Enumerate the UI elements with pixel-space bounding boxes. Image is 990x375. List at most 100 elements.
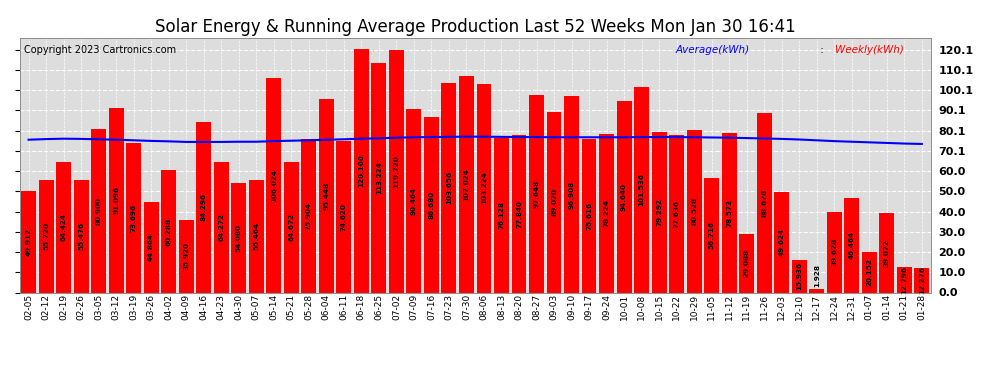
Text: 15.936: 15.936: [796, 262, 802, 290]
Text: 101.536: 101.536: [639, 173, 644, 206]
Bar: [529, 95, 544, 292]
Text: 79.292: 79.292: [656, 198, 662, 226]
Text: Copyright 2023 Cartronics.com: Copyright 2023 Cartronics.com: [25, 45, 176, 55]
Text: 44.864: 44.864: [148, 233, 154, 261]
Text: 80.900: 80.900: [96, 196, 102, 225]
Text: 86.680: 86.680: [429, 190, 435, 219]
Text: 29.088: 29.088: [743, 249, 749, 277]
Bar: [635, 87, 649, 292]
Text: 39.072: 39.072: [884, 239, 890, 267]
Bar: [371, 63, 386, 292]
Bar: [827, 212, 842, 292]
Bar: [337, 141, 351, 292]
Bar: [879, 213, 894, 292]
Bar: [232, 183, 247, 292]
Bar: [389, 50, 404, 292]
Title: Solar Energy & Running Average Production Last 52 Weeks Mon Jan 30 16:41: Solar Energy & Running Average Productio…: [154, 18, 796, 36]
Text: 1.928: 1.928: [814, 264, 820, 286]
Bar: [687, 129, 702, 292]
Bar: [214, 162, 229, 292]
Bar: [809, 289, 825, 292]
Bar: [442, 83, 456, 292]
Bar: [669, 135, 684, 292]
Text: Weekly(kWh): Weekly(kWh): [835, 45, 904, 55]
Bar: [73, 180, 88, 292]
Text: 90.464: 90.464: [411, 187, 417, 215]
Bar: [266, 78, 281, 292]
Bar: [248, 180, 263, 292]
Bar: [161, 171, 176, 292]
Bar: [844, 198, 859, 292]
Text: 56.716: 56.716: [709, 221, 715, 249]
Text: 78.224: 78.224: [604, 200, 610, 227]
Text: 75.616: 75.616: [586, 202, 592, 230]
Bar: [756, 113, 771, 292]
Text: 64.672: 64.672: [288, 213, 294, 241]
Bar: [476, 84, 491, 292]
Text: 106.024: 106.024: [271, 169, 277, 202]
Bar: [21, 192, 36, 292]
Text: 54.080: 54.080: [236, 224, 242, 252]
Bar: [617, 101, 632, 292]
Text: 107.024: 107.024: [463, 168, 469, 201]
Bar: [704, 178, 719, 292]
Bar: [792, 260, 807, 292]
Text: 46.464: 46.464: [848, 231, 854, 260]
Text: 84.296: 84.296: [201, 193, 207, 221]
Text: 55.464: 55.464: [253, 222, 259, 251]
Text: 55.476: 55.476: [78, 222, 84, 251]
Text: 39.628: 39.628: [832, 238, 838, 267]
Bar: [91, 129, 106, 292]
Text: 120.100: 120.100: [358, 154, 364, 188]
Bar: [407, 110, 422, 292]
Bar: [144, 202, 158, 292]
Text: 20.152: 20.152: [866, 258, 872, 286]
Text: 55.720: 55.720: [44, 222, 50, 250]
Text: Average(kWh): Average(kWh): [675, 45, 749, 55]
Bar: [915, 268, 930, 292]
Text: 94.640: 94.640: [621, 183, 627, 211]
Text: 113.224: 113.224: [376, 162, 382, 194]
Bar: [39, 180, 53, 292]
Text: 75.904: 75.904: [306, 202, 312, 230]
Text: 89.020: 89.020: [551, 188, 557, 216]
Bar: [424, 117, 439, 292]
Text: 12.796: 12.796: [901, 266, 907, 294]
Text: 119.720: 119.720: [393, 155, 399, 188]
Text: 78.572: 78.572: [727, 199, 733, 227]
Text: 64.424: 64.424: [60, 213, 66, 241]
Bar: [651, 132, 666, 292]
Text: 88.628: 88.628: [761, 189, 767, 217]
Text: 77.636: 77.636: [673, 200, 679, 228]
Bar: [56, 162, 71, 292]
Text: 64.272: 64.272: [218, 213, 224, 242]
Bar: [581, 140, 597, 292]
Text: 80.528: 80.528: [691, 197, 697, 225]
Bar: [301, 139, 316, 292]
Text: 103.224: 103.224: [481, 172, 487, 204]
Text: 73.696: 73.696: [131, 204, 137, 232]
Bar: [740, 234, 754, 292]
Bar: [722, 134, 737, 292]
Text: 35.920: 35.920: [183, 242, 189, 270]
Bar: [319, 99, 334, 292]
Bar: [179, 220, 194, 292]
Bar: [599, 134, 614, 292]
Text: 91.096: 91.096: [113, 186, 119, 214]
Text: 49.624: 49.624: [779, 228, 785, 256]
Text: 12.276: 12.276: [919, 266, 925, 294]
Text: 60.288: 60.288: [165, 217, 171, 246]
Bar: [196, 122, 211, 292]
Bar: [109, 108, 124, 292]
Bar: [459, 76, 474, 292]
Bar: [564, 96, 579, 292]
Bar: [774, 192, 789, 292]
Bar: [353, 50, 369, 292]
Text: 76.128: 76.128: [499, 201, 505, 229]
Bar: [494, 138, 509, 292]
Text: 96.908: 96.908: [568, 180, 574, 209]
Text: 49.912: 49.912: [26, 228, 32, 256]
Text: 74.620: 74.620: [341, 203, 346, 231]
Bar: [284, 162, 299, 292]
Bar: [512, 135, 527, 292]
